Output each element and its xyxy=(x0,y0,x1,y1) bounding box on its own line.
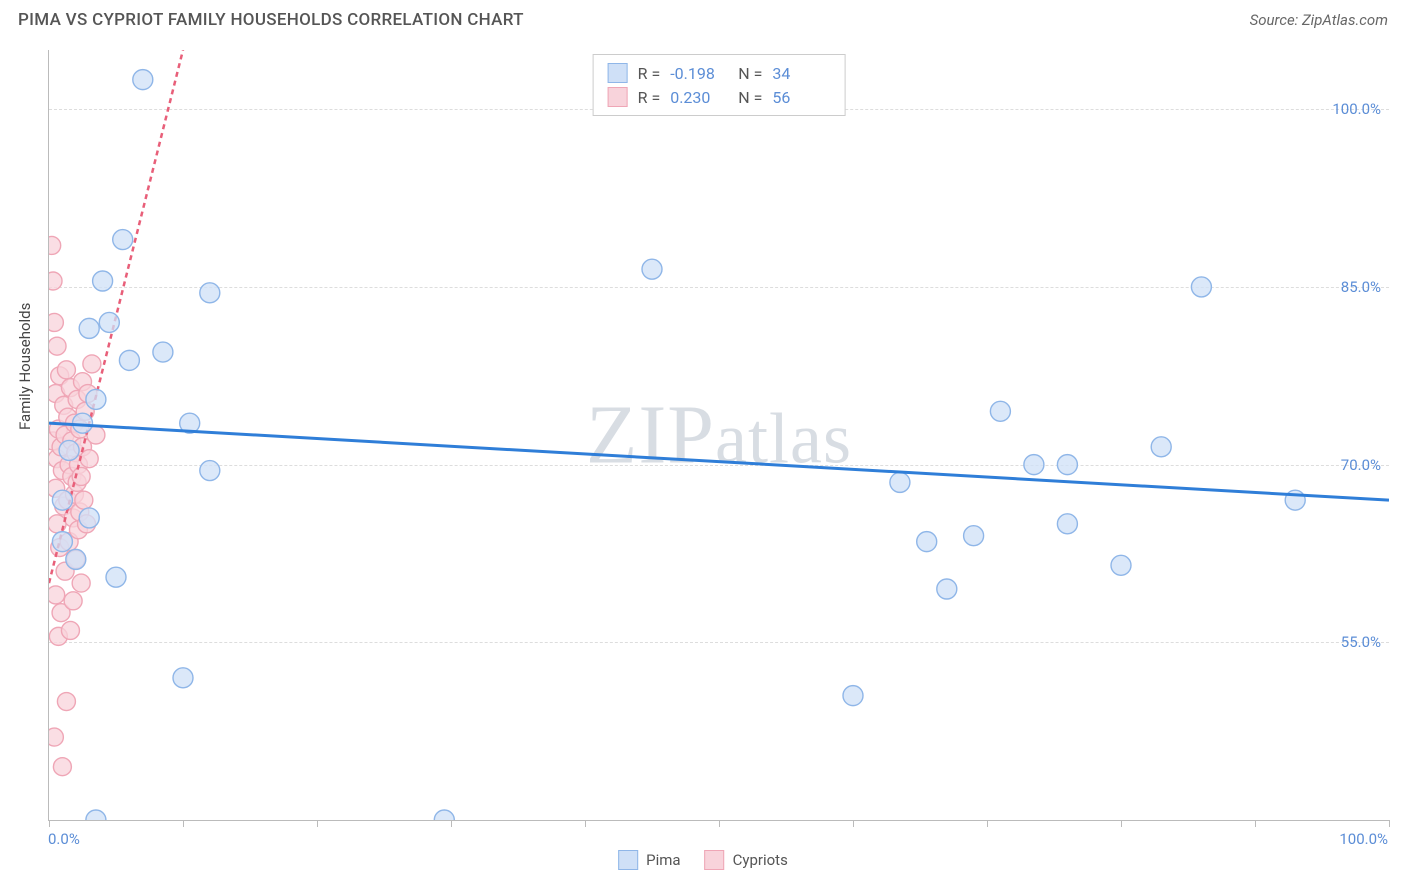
legend-item-pima: Pima xyxy=(618,850,680,870)
swatch-icon xyxy=(705,850,725,870)
legend-label: Cypriots xyxy=(733,851,788,869)
x-tick xyxy=(719,820,720,827)
n-label: N = xyxy=(738,88,762,107)
legend-row-pima: R = -0.198 N = 34 xyxy=(608,61,831,85)
x-tick xyxy=(1255,820,1256,827)
x-tick xyxy=(49,820,50,827)
scatter-svg xyxy=(49,50,1389,820)
n-label: N = xyxy=(738,64,762,83)
swatch-icon xyxy=(608,63,628,83)
series-legend: Pima Cypriots xyxy=(618,850,788,870)
x-tick xyxy=(183,820,184,827)
x-tick xyxy=(1389,820,1390,827)
x-tick xyxy=(853,820,854,827)
n-value: 56 xyxy=(772,88,830,107)
x-tick xyxy=(451,820,452,827)
chart-source: Source: ZipAtlas.com xyxy=(1250,11,1388,29)
chart-header: PIMA VS CYPRIOT FAMILY HOUSEHOLDS CORREL… xyxy=(0,0,1406,36)
x-tick xyxy=(987,820,988,827)
y-axis-label: Family Households xyxy=(16,303,34,430)
x-tick xyxy=(1121,820,1122,827)
swatch-icon xyxy=(618,850,638,870)
x-axis-start-label: 0.0% xyxy=(48,830,80,848)
r-label: R = xyxy=(638,64,661,83)
correlation-legend: R = -0.198 N = 34 R = 0.230 N = 56 xyxy=(593,54,846,116)
x-tick xyxy=(317,820,318,827)
chart-title: PIMA VS CYPRIOT FAMILY HOUSEHOLDS CORREL… xyxy=(18,10,524,30)
swatch-icon xyxy=(608,87,628,107)
chart-plot-area: ZIPatlas R = -0.198 N = 34 R = 0.230 N =… xyxy=(48,50,1389,821)
x-axis-end-label: 100.0% xyxy=(1339,830,1388,848)
legend-item-cypriots: Cypriots xyxy=(705,850,788,870)
n-value: 34 xyxy=(772,64,830,83)
r-value: -0.198 xyxy=(670,64,728,83)
r-value: 0.230 xyxy=(670,88,728,107)
x-tick xyxy=(585,820,586,827)
r-label: R = xyxy=(638,88,661,107)
legend-label: Pima xyxy=(646,851,680,869)
legend-row-cypriots: R = 0.230 N = 56 xyxy=(608,85,831,109)
